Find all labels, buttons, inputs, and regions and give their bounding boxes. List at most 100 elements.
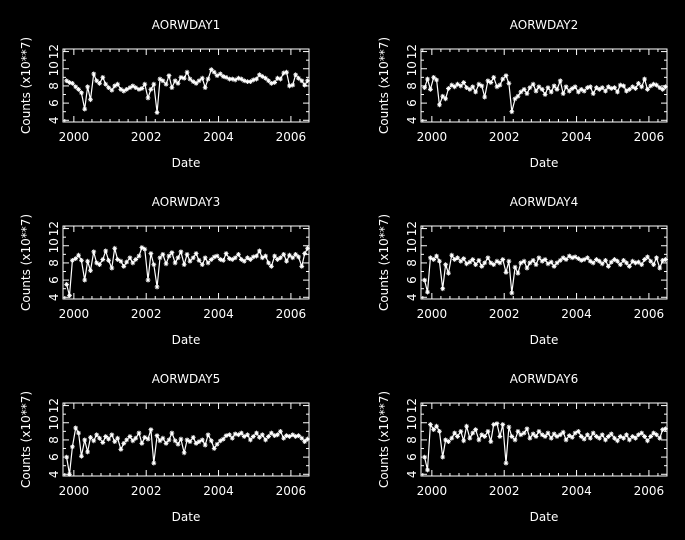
data-point-marker <box>615 89 620 95</box>
data-point-marker <box>446 86 451 91</box>
data-point-marker <box>654 432 659 438</box>
data-point-marker <box>94 260 100 266</box>
data-point-marker <box>476 81 482 87</box>
data-point-marker <box>73 256 79 262</box>
data-point-marker <box>605 434 611 439</box>
data-point-marker <box>443 96 448 102</box>
data-point-marker <box>485 78 491 84</box>
data-point-marker <box>133 257 139 262</box>
data-point-marker <box>302 251 308 256</box>
data-point-marker <box>596 258 602 264</box>
data-point-marker <box>199 437 205 443</box>
data-point-marker <box>527 435 533 441</box>
data-point-marker <box>91 249 97 255</box>
data-point-marker <box>536 84 542 90</box>
y-tick-label: 4 <box>405 470 419 478</box>
data-point-marker <box>587 258 593 264</box>
data-point-marker <box>539 258 545 264</box>
data-point-marker <box>596 435 602 441</box>
data-point-marker <box>612 435 617 441</box>
data-point-marker <box>554 86 560 92</box>
data-point-marker <box>663 84 668 90</box>
data-point-marker <box>97 80 102 86</box>
data-point-marker <box>506 424 512 430</box>
data-point-marker <box>193 440 199 446</box>
data-point-marker <box>268 263 274 269</box>
data-point-marker <box>626 86 632 92</box>
data-point-marker <box>178 74 184 80</box>
data-point-marker <box>245 255 250 261</box>
x-tick-label: 2002 <box>489 130 520 144</box>
data-point-marker <box>91 71 97 77</box>
data-point-marker <box>425 76 430 82</box>
data-point-marker <box>443 437 448 443</box>
data-point-marker <box>287 252 292 258</box>
x-tick-label: 2004 <box>561 484 592 498</box>
data-point-marker <box>479 432 485 438</box>
data-point-marker <box>536 255 542 261</box>
data-point-marker <box>184 251 190 257</box>
data-point-marker <box>127 85 133 91</box>
data-point-marker <box>437 102 442 108</box>
y-axis-label: Counts (x10**7) <box>377 37 391 134</box>
data-point-marker <box>581 88 587 94</box>
data-point-marker <box>470 430 476 436</box>
y-tick-label: 12 <box>47 44 61 59</box>
data-point-marker <box>305 245 310 251</box>
chart-panel-6: AORWDAY6 Date Counts (x10**7) 2000 2002 2004 2… <box>377 372 668 524</box>
data-point-marker <box>184 69 190 75</box>
y-tick-label: 4 <box>47 293 61 301</box>
data-point-marker <box>259 255 265 261</box>
data-point-marker <box>67 80 72 85</box>
data-point-marker <box>524 91 530 97</box>
data-point-marker <box>470 257 476 262</box>
data-point-marker <box>139 86 145 91</box>
data-point-marker <box>205 260 211 266</box>
data-point-marker <box>121 88 127 94</box>
data-point-marker <box>259 432 265 438</box>
x-axis-label: Date <box>172 510 201 524</box>
data-point-marker <box>509 434 515 439</box>
data-point-marker <box>524 265 530 271</box>
data-point-marker <box>220 74 226 79</box>
data-point-marker <box>440 93 446 99</box>
data-point-marker <box>605 84 611 90</box>
data-point-marker <box>599 432 605 438</box>
data-point-marker <box>272 433 278 439</box>
data-point-marker <box>227 76 232 82</box>
data-point-marker <box>121 440 127 446</box>
chart-panel-5: AORWDAY5 Date Counts (x10**7) 2000 2002 2004 2… <box>19 372 310 524</box>
data-point-marker <box>479 263 485 269</box>
data-point-marker <box>142 434 148 440</box>
data-point-marker <box>130 83 136 89</box>
data-point-marker <box>299 78 305 84</box>
data-point-marker <box>236 432 241 438</box>
data-point-marker <box>648 83 654 89</box>
y-tick-label: 8 <box>405 259 419 267</box>
data-point-marker <box>118 86 124 92</box>
data-point-marker <box>464 85 469 91</box>
data-point-marker <box>434 253 439 259</box>
data-point-marker <box>636 259 641 265</box>
data-point-marker <box>657 85 663 91</box>
data-point-marker <box>299 435 305 441</box>
data-point-marker <box>617 434 623 439</box>
data-point-marker <box>612 85 617 91</box>
data-point-marker <box>615 438 620 444</box>
data-point-marker <box>64 78 70 84</box>
data-point-marker <box>73 425 79 431</box>
data-point-marker <box>630 84 636 90</box>
data-point-marker <box>175 441 181 447</box>
data-point-marker <box>172 78 178 84</box>
data-point-marker <box>217 71 223 77</box>
data-point-marker <box>88 268 93 274</box>
data-point-marker <box>636 80 641 86</box>
data-point-marker <box>106 85 111 91</box>
data-point-marker <box>250 434 256 439</box>
y-tick-label: 4 <box>47 116 61 124</box>
data-point-marker <box>521 86 527 92</box>
data-point-marker <box>566 88 572 94</box>
data-point-marker <box>572 254 578 260</box>
data-point-marker <box>154 284 160 290</box>
data-point-marker <box>642 76 647 82</box>
